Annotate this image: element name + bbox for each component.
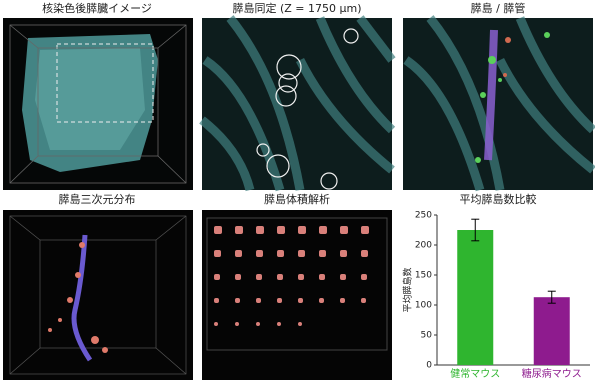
islet-blob bbox=[277, 274, 283, 280]
islet-blob bbox=[319, 298, 324, 303]
islet-blob bbox=[256, 322, 260, 326]
islet-blob bbox=[256, 274, 262, 280]
islet-blob bbox=[319, 226, 327, 234]
islet-blob bbox=[298, 274, 304, 280]
y-tick-label: 50 bbox=[421, 331, 433, 341]
islet-blob bbox=[256, 226, 264, 234]
islet-blob bbox=[361, 226, 369, 234]
islet-blob bbox=[256, 250, 263, 257]
islet-blob bbox=[277, 226, 285, 234]
islet-blob bbox=[319, 274, 325, 280]
islet-blob bbox=[298, 250, 305, 257]
error-bar bbox=[471, 218, 480, 242]
islet-blob bbox=[361, 298, 366, 303]
y-tick-label: 0 bbox=[426, 361, 432, 371]
islet-blob bbox=[361, 274, 367, 280]
islet-blob bbox=[235, 250, 242, 257]
islet-blob bbox=[340, 226, 348, 234]
islet-blob bbox=[361, 250, 368, 257]
y-axis-label: 平均膵島数 bbox=[402, 267, 414, 312]
islet-blob bbox=[214, 226, 222, 234]
islet-blob bbox=[298, 322, 302, 326]
islet-duct-image bbox=[403, 15, 595, 192]
islet-blob bbox=[214, 298, 219, 303]
panel-title: 膵島同定 (Z = 1750 μm) bbox=[232, 1, 361, 15]
panel-title: 膵島体積解析 bbox=[264, 192, 330, 206]
panel-title: 膵島三次元分布 bbox=[59, 192, 136, 206]
bar bbox=[457, 230, 494, 365]
chart-title: 平均膵島数比較 bbox=[460, 192, 537, 206]
islet-blob bbox=[235, 298, 240, 303]
panel-title: 膵島 / 膵管 bbox=[471, 1, 526, 15]
bar bbox=[533, 297, 570, 365]
x-tick-label: 健常マウス bbox=[450, 367, 500, 380]
islet-blob bbox=[298, 226, 306, 234]
y-tick-label: 100 bbox=[415, 301, 432, 311]
x-tick-label: 糖尿病マウス bbox=[522, 367, 582, 380]
islet-blob bbox=[277, 250, 284, 257]
bar-chart: 平均膵島数 0 50 100 150 200 250 健常マウス 糖尿病マウス bbox=[402, 211, 590, 380]
islet-blob bbox=[214, 274, 220, 280]
islet-blob bbox=[277, 298, 282, 303]
islet-blob bbox=[340, 274, 346, 280]
islet-blob bbox=[235, 226, 243, 234]
y-tick-label: 250 bbox=[415, 211, 432, 221]
panel-title: 核染色後膵臓イメージ bbox=[42, 1, 152, 15]
islet-blob bbox=[340, 250, 347, 257]
islet-volume-image bbox=[202, 210, 392, 380]
islet-blob bbox=[319, 250, 326, 257]
islet-blob bbox=[214, 250, 221, 257]
islet-blob bbox=[298, 298, 303, 303]
islet-blob bbox=[235, 322, 239, 326]
islet-3d-distribution-image bbox=[3, 210, 193, 380]
islet-blob bbox=[256, 298, 261, 303]
islet-blob bbox=[340, 298, 345, 303]
islet-blob bbox=[277, 322, 281, 326]
error-bar bbox=[547, 290, 556, 304]
islet-identification-image bbox=[199, 15, 396, 192]
islet-blob bbox=[214, 322, 218, 326]
y-tick-label: 150 bbox=[415, 271, 432, 281]
islet-blob bbox=[235, 274, 241, 280]
y-tick-label: 200 bbox=[415, 241, 432, 251]
pancreas-image bbox=[3, 18, 193, 190]
